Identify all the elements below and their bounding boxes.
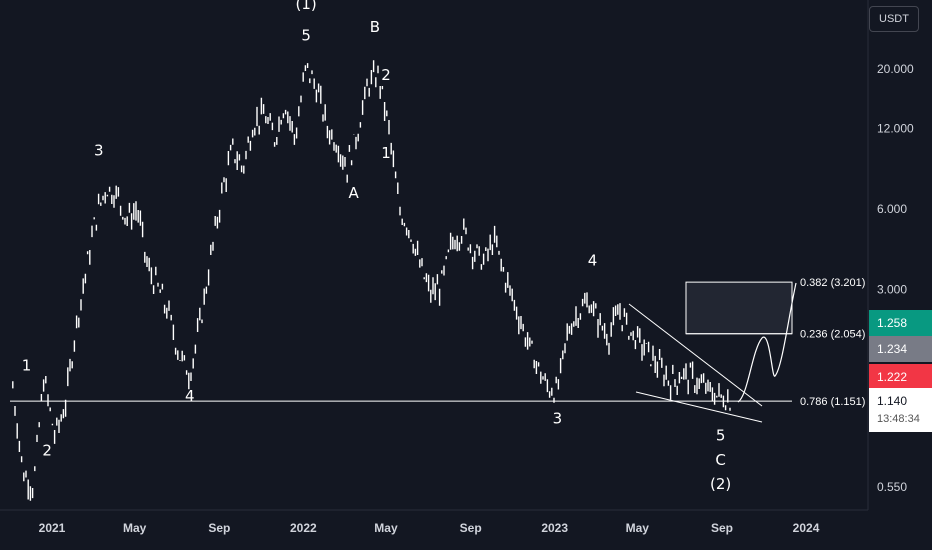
time-tick-label: 2022 <box>290 521 317 535</box>
fib-label: 0.236 (2.054) <box>800 329 865 341</box>
wave-label: (2) <box>710 475 731 493</box>
countdown: 13:48:34 <box>877 413 920 425</box>
price-tag: 1.258 <box>869 310 932 336</box>
price-series <box>12 60 731 501</box>
wave-label: B <box>370 18 380 36</box>
price-tick-label: 3.000 <box>877 283 907 297</box>
currency-badge[interactable]: USDT <box>869 6 919 32</box>
wedge-lower-line <box>635 391 763 423</box>
wave-label: 1 <box>22 356 32 374</box>
fib-label: 0.382 (3.201) <box>800 277 865 289</box>
wave-label: 5 <box>716 427 726 445</box>
wedge-upper-line <box>628 303 763 407</box>
wave-label: (1) <box>295 0 316 13</box>
wave-label: C <box>715 451 725 469</box>
wave-label: 1 <box>381 144 391 162</box>
price-axis[interactable]: 20.000 12.000 6.000 3.000 0.550 <box>867 0 914 510</box>
time-tick-label: 2023 <box>541 521 568 535</box>
price-candles <box>12 60 731 501</box>
wave-label: 3 <box>553 409 563 427</box>
wave-label: 2 <box>42 442 52 460</box>
time-tick-label: Sep <box>460 521 482 535</box>
price-tag: 1.222 <box>869 364 932 390</box>
wave-label: 2 <box>381 66 391 84</box>
price-tag: 1.234 <box>869 336 932 362</box>
wave-label: 4 <box>185 387 195 405</box>
price-tick-label: 6.000 <box>877 202 907 216</box>
wave-labels: (1) 5 B 2 3 1 A 4 1 2 4 3 5 C (2) <box>22 0 732 493</box>
time-tick-label: May <box>374 521 398 535</box>
fib-label: 0.786 (1.151) <box>800 396 865 408</box>
wave-label: 3 <box>94 142 104 160</box>
price-tick-label: 0.550 <box>877 480 907 494</box>
projection-path <box>737 282 797 403</box>
time-tick-label: 2021 <box>39 521 66 535</box>
time-tick-label: Sep <box>711 521 733 535</box>
wave-label: 5 <box>301 27 311 45</box>
wave-label: 4 <box>588 251 598 269</box>
time-axis[interactable]: 2021 May Sep 2022 May Sep 2023 May Sep 2024 <box>0 509 868 535</box>
time-tick-label: May <box>123 521 147 535</box>
wave-label: A <box>348 184 359 202</box>
time-tick-label: 2024 <box>793 521 820 535</box>
last-price: 1.140 <box>877 394 908 408</box>
last-price-tag: 1.140 13:48:34 <box>869 388 932 432</box>
time-tick-label: May <box>626 521 650 535</box>
time-tick-label: Sep <box>208 521 230 535</box>
drawings: 0.382 (3.201) 0.236 (2.054) 0.786 (1.151) <box>10 277 865 423</box>
price-tick-label: 12.000 <box>877 121 914 135</box>
price-tick-label: 20.000 <box>877 62 914 76</box>
fib-zone <box>685 281 793 335</box>
